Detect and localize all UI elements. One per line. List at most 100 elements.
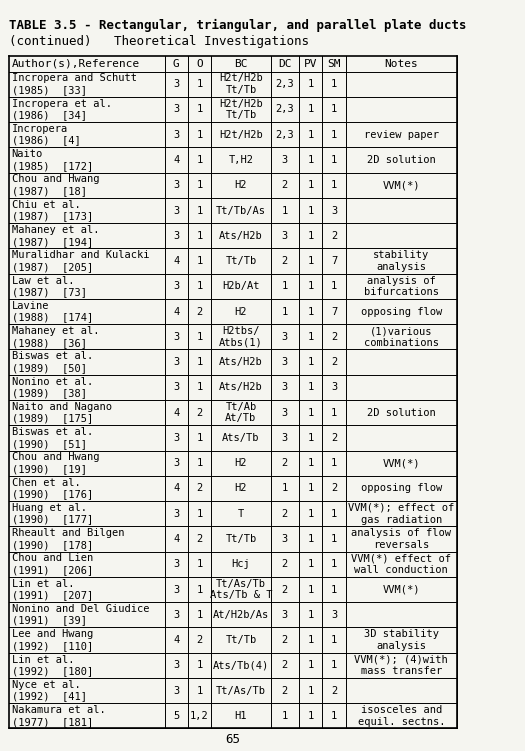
Text: 2: 2 xyxy=(282,180,288,190)
Text: 1: 1 xyxy=(196,79,203,89)
Text: TABLE 3.5 - Rectangular, triangular, and parallel plate ducts: TABLE 3.5 - Rectangular, triangular, and… xyxy=(9,19,467,32)
Text: 1: 1 xyxy=(331,408,337,418)
Text: 1: 1 xyxy=(308,104,314,114)
Text: 1: 1 xyxy=(308,660,314,671)
Text: 4: 4 xyxy=(173,306,180,317)
Text: Ats/H2b: Ats/H2b xyxy=(219,231,262,241)
Text: 2: 2 xyxy=(282,508,288,519)
Text: 2,3: 2,3 xyxy=(276,79,294,89)
Text: opposing flow: opposing flow xyxy=(361,306,442,317)
Text: 2: 2 xyxy=(331,332,337,342)
Text: 2: 2 xyxy=(331,686,337,695)
Text: Chen et al.
(1990)  [176]: Chen et al. (1990) [176] xyxy=(12,478,93,499)
Text: Law et al.
(1987)  [73]: Law et al. (1987) [73] xyxy=(12,276,87,297)
Text: 3: 3 xyxy=(173,458,180,468)
Text: 2D solution: 2D solution xyxy=(367,155,436,165)
Text: (1)various
combinations: (1)various combinations xyxy=(364,326,439,348)
Text: 1: 1 xyxy=(331,711,337,721)
Text: 2: 2 xyxy=(331,484,337,493)
Text: 7: 7 xyxy=(331,306,337,317)
Text: Muralidhar and Kulacki
(1987)  [205]: Muralidhar and Kulacki (1987) [205] xyxy=(12,250,149,272)
Text: 1: 1 xyxy=(282,711,288,721)
Text: Ats/Tb(4): Ats/Tb(4) xyxy=(213,660,269,671)
Text: 1: 1 xyxy=(308,282,314,291)
Text: Chou and Hwang
(1987)  [18]: Chou and Hwang (1987) [18] xyxy=(12,174,99,196)
Text: 1: 1 xyxy=(282,206,288,216)
Text: VVM(*): VVM(*) xyxy=(383,584,420,595)
Text: 1: 1 xyxy=(308,635,314,645)
Text: Ats/H2b: Ats/H2b xyxy=(219,357,262,367)
Text: 3: 3 xyxy=(173,282,180,291)
Text: H2: H2 xyxy=(235,180,247,190)
Text: 1: 1 xyxy=(196,610,203,620)
Text: 3: 3 xyxy=(282,155,288,165)
Text: BC: BC xyxy=(234,59,248,69)
Text: 1: 1 xyxy=(308,484,314,493)
Text: 3: 3 xyxy=(173,559,180,569)
Text: 3: 3 xyxy=(173,686,180,695)
Text: 1: 1 xyxy=(308,559,314,569)
Text: 2: 2 xyxy=(282,458,288,468)
Text: 2: 2 xyxy=(331,231,337,241)
Text: 1: 1 xyxy=(331,584,337,595)
Text: 1: 1 xyxy=(308,686,314,695)
Text: 3: 3 xyxy=(173,206,180,216)
Text: 3: 3 xyxy=(173,357,180,367)
Text: Rheault and Bilgen
(1990)  [178]: Rheault and Bilgen (1990) [178] xyxy=(12,528,124,550)
Text: 1: 1 xyxy=(308,508,314,519)
Text: 1: 1 xyxy=(308,357,314,367)
Text: 2: 2 xyxy=(196,484,203,493)
Text: 4: 4 xyxy=(173,155,180,165)
Text: 3: 3 xyxy=(173,130,180,140)
Text: VVM(*); (4)with
mass transfer: VVM(*); (4)with mass transfer xyxy=(354,655,448,676)
Text: Incropera
(1986)  [4]: Incropera (1986) [4] xyxy=(12,124,80,146)
Text: Lee and Hwang
(1992)  [110]: Lee and Hwang (1992) [110] xyxy=(12,629,93,651)
Text: 1: 1 xyxy=(308,155,314,165)
Text: 2: 2 xyxy=(282,635,288,645)
Text: 1: 1 xyxy=(308,231,314,241)
Text: Nakamura et al.
(1977)  [181]: Nakamura et al. (1977) [181] xyxy=(12,705,106,727)
Text: Nonino and Del Giudice
(1991)  [39]: Nonino and Del Giudice (1991) [39] xyxy=(12,604,149,626)
Text: 1: 1 xyxy=(196,130,203,140)
Text: 1: 1 xyxy=(308,610,314,620)
Text: 3: 3 xyxy=(173,79,180,89)
Text: Naito and Nagano
(1989)  [175]: Naito and Nagano (1989) [175] xyxy=(12,402,112,424)
Text: 3: 3 xyxy=(173,433,180,443)
Text: 1: 1 xyxy=(282,306,288,317)
Text: 1: 1 xyxy=(196,559,203,569)
Text: 2: 2 xyxy=(282,660,288,671)
Text: O: O xyxy=(196,59,203,69)
Text: VVM(*) effect of
wall conduction: VVM(*) effect of wall conduction xyxy=(351,553,452,575)
Text: Tt/Tb: Tt/Tb xyxy=(225,635,257,645)
Text: 3: 3 xyxy=(173,660,180,671)
Text: 1: 1 xyxy=(331,458,337,468)
Text: Author(s),Reference: Author(s),Reference xyxy=(12,59,140,69)
Text: Mahaney et al.
(1987)  [194]: Mahaney et al. (1987) [194] xyxy=(12,225,99,246)
Text: 1: 1 xyxy=(196,433,203,443)
Text: 7: 7 xyxy=(331,256,337,266)
Text: 1: 1 xyxy=(331,635,337,645)
Text: 2: 2 xyxy=(282,559,288,569)
Text: 3: 3 xyxy=(331,610,337,620)
Text: H2t/H2b
Tt/Tb: H2t/H2b Tt/Tb xyxy=(219,98,262,120)
Text: Tt/As/Tb
Ats/Tb & T: Tt/As/Tb Ats/Tb & T xyxy=(209,579,272,600)
Text: analysis of
bifurcations: analysis of bifurcations xyxy=(364,276,439,297)
Text: Huang et al.
(1990)  [177]: Huang et al. (1990) [177] xyxy=(12,503,93,524)
Text: 3: 3 xyxy=(282,382,288,392)
Text: DC: DC xyxy=(278,59,291,69)
Text: 2: 2 xyxy=(282,584,288,595)
Text: 1,2: 1,2 xyxy=(190,711,209,721)
Text: 1: 1 xyxy=(331,180,337,190)
Text: 4: 4 xyxy=(173,408,180,418)
Text: 2: 2 xyxy=(196,534,203,544)
Text: Ats/Tb: Ats/Tb xyxy=(222,433,260,443)
Text: 2,3: 2,3 xyxy=(276,104,294,114)
Text: Biswas et al.
(1990)  [51]: Biswas et al. (1990) [51] xyxy=(12,427,93,448)
Text: 1: 1 xyxy=(308,534,314,544)
Text: 2: 2 xyxy=(196,635,203,645)
Text: 1: 1 xyxy=(196,584,203,595)
Text: 3: 3 xyxy=(282,534,288,544)
Text: 1: 1 xyxy=(308,180,314,190)
Text: 1: 1 xyxy=(308,306,314,317)
Text: Incropera et al.
(1986)  [34]: Incropera et al. (1986) [34] xyxy=(12,98,112,120)
